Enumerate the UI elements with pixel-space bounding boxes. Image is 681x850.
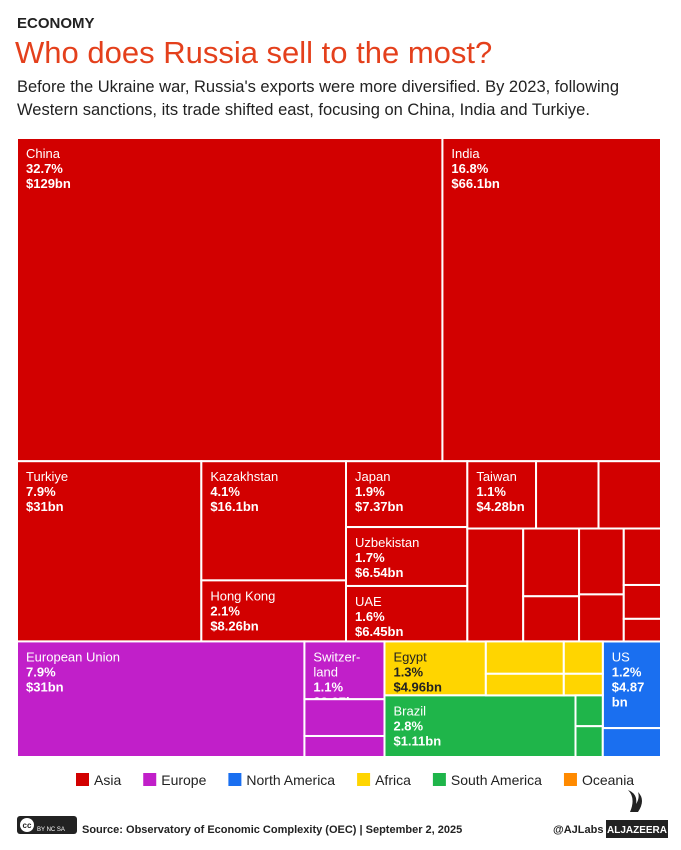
legend-swatch <box>143 773 157 786</box>
share-label: 7.9% <box>26 484 56 499</box>
tile <box>522 595 581 643</box>
tile <box>441 137 662 463</box>
legend-label: Africa <box>375 772 411 788</box>
export-label: $16.1bn <box>210 499 258 514</box>
subtitle: Western sanctions, its trade shifted eas… <box>17 101 590 119</box>
share-label: 1.3% <box>393 664 423 679</box>
tile <box>562 640 604 675</box>
logo-box <box>606 820 668 838</box>
tile <box>622 617 662 643</box>
share-label: 1.6% <box>355 609 385 624</box>
license: BY NC SA <box>37 827 65 833</box>
tile <box>522 527 581 598</box>
share-label: 1.1% <box>476 484 506 499</box>
tile <box>16 640 306 758</box>
share-label: 7.9% <box>26 664 56 679</box>
tile <box>345 584 469 643</box>
tile <box>574 694 604 728</box>
share-label: 2.8% <box>393 718 423 733</box>
tile-label: Turkiye <box>26 469 68 484</box>
tile <box>622 527 662 586</box>
tile <box>484 672 565 697</box>
export-label: $8.26bn <box>210 618 258 633</box>
share-label: 32.7% <box>26 161 63 176</box>
tile <box>622 583 662 620</box>
tile-label: Kazakhstan <box>210 469 278 484</box>
share-label: 16.8% <box>451 161 488 176</box>
tile-label: UAE <box>355 594 382 609</box>
export-label: $6.54bn <box>355 565 403 580</box>
tile <box>466 527 525 643</box>
tile <box>574 725 604 759</box>
tile <box>578 527 625 596</box>
tile <box>597 460 662 530</box>
share-label: 2.1% <box>210 603 240 618</box>
svg-text:cc: cc <box>23 821 32 830</box>
tile <box>383 694 577 759</box>
tile <box>578 593 625 643</box>
license-badge: cc BY NC SA <box>17 816 77 834</box>
share-label: 1.7% <box>355 550 385 565</box>
export-label: $4.28bn <box>476 499 524 514</box>
export-label: $4.87 bn <box>612 679 645 709</box>
legend-swatch <box>563 773 577 786</box>
chart-title: Who does Russia sell to the most? <box>15 35 492 70</box>
subtitle: Before the Ukraine war, Russia's exports… <box>17 78 619 96</box>
export-label: $31bn <box>26 679 64 694</box>
tile <box>345 460 469 529</box>
share-label: 1.9% <box>355 484 385 499</box>
share-label: 1.1% <box>313 679 343 694</box>
kicker: ECONOMY <box>17 15 95 32</box>
export-label: $4.96bn <box>393 679 441 694</box>
legend-label: Europe <box>161 772 206 788</box>
logo: ALJAZEERA <box>607 825 667 836</box>
tile-label: European Union <box>26 649 120 664</box>
handle: @AJLabs <box>553 824 603 836</box>
legend-label: North America <box>246 772 335 788</box>
tile-label: US <box>612 649 630 664</box>
legend-swatch <box>228 773 242 786</box>
tile-label: Taiwan <box>476 469 516 484</box>
tile-label: Japan <box>355 469 390 484</box>
export-label: $6.45bn <box>355 624 403 639</box>
tile <box>16 137 444 463</box>
tile <box>484 640 565 675</box>
tile <box>303 698 386 737</box>
tile-label: Egypt <box>393 649 427 664</box>
tile-label: Uzbekistan <box>355 535 419 550</box>
legend-label: Oceania <box>582 772 634 788</box>
tile <box>303 734 386 758</box>
tile <box>535 460 600 530</box>
source: Source: Observatory of Economic Complexi… <box>82 824 462 836</box>
tile-label: Brazil <box>393 703 426 718</box>
tile-label: Switzer-land <box>313 649 360 679</box>
export-label: $31bn <box>26 499 64 514</box>
export-label: $1.11bn <box>393 733 441 748</box>
legend-label: Asia <box>94 772 121 788</box>
logo-mark <box>628 790 642 812</box>
tile <box>601 727 663 759</box>
tile-label: China <box>26 146 61 161</box>
legend-swatch <box>357 773 371 786</box>
tile <box>562 672 604 697</box>
export-label: $129bn <box>26 176 71 191</box>
share-label: 1.2% <box>612 664 642 679</box>
tile-label: India <box>451 146 480 161</box>
legend-swatch <box>432 773 446 786</box>
legend-swatch <box>76 773 89 786</box>
tile <box>200 460 347 582</box>
tile-label: Hong Kong <box>210 588 275 603</box>
legend-label: South America <box>451 772 542 788</box>
export-label: $7.37bn <box>355 499 403 514</box>
export-label: $66.1bn <box>451 176 499 191</box>
share-label: 4.1% <box>210 484 240 499</box>
tile <box>601 640 663 730</box>
